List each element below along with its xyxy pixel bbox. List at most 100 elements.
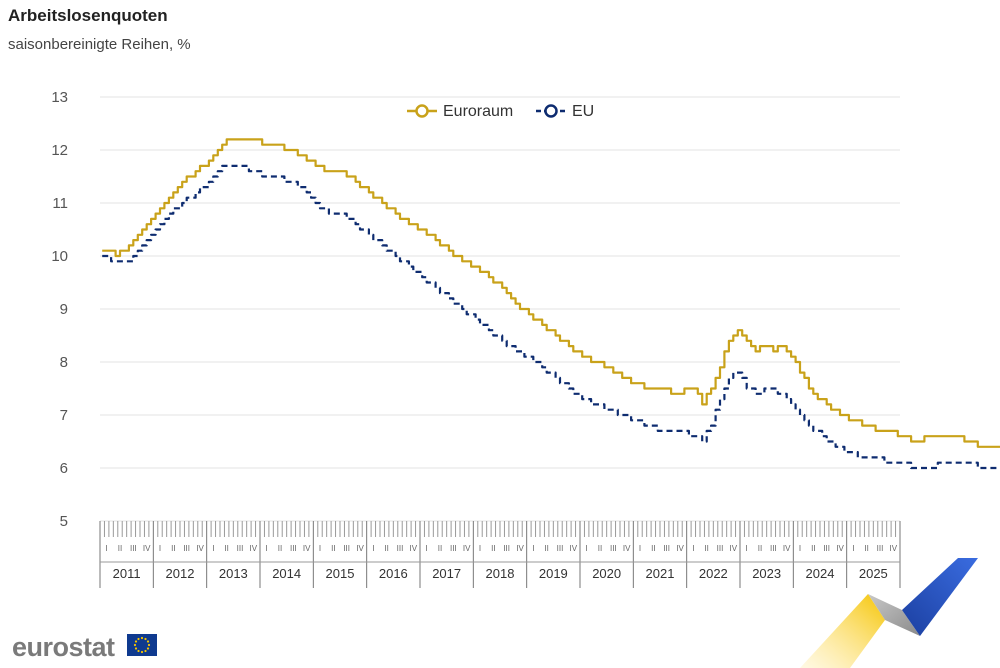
- quarter-label: II: [224, 544, 228, 553]
- legend-marker-euroraum: [415, 104, 429, 118]
- year-label: 2013: [219, 566, 248, 581]
- quarter-label: IV: [623, 544, 631, 553]
- quarter-label: III: [557, 544, 564, 553]
- y-axis-ticks: 5 6 7 8 9 10 11 12 13: [51, 89, 68, 530]
- quarter-label: IV: [890, 544, 898, 553]
- y-tick-label: 9: [60, 301, 68, 318]
- y-tick-label: 12: [51, 142, 68, 159]
- year-label: 2011: [113, 566, 141, 581]
- quarter-label: II: [758, 544, 762, 553]
- y-tick-label: 5: [60, 513, 68, 530]
- quarter-label: II: [651, 544, 655, 553]
- year-label: 2021: [646, 566, 675, 581]
- quarter-label: I: [212, 544, 214, 553]
- year-label: 2020: [592, 566, 621, 581]
- legend-label-euroraum: Euroraum: [443, 103, 513, 120]
- chart-subtitle: saisonbereinigte Reihen, %: [8, 36, 191, 53]
- quarter-label: III: [663, 544, 670, 553]
- quarter-label: III: [130, 544, 137, 553]
- quarter-label: II: [118, 544, 122, 553]
- quarter-label: I: [746, 544, 748, 553]
- quarter-label: I: [106, 544, 108, 553]
- quarter-label: III: [877, 544, 884, 553]
- quarter-label: III: [343, 544, 350, 553]
- quarter-label: IV: [303, 544, 311, 553]
- quarter-label: III: [237, 544, 244, 553]
- series-line-eu[interactable]: [102, 164, 1000, 479]
- quarter-label: IV: [676, 544, 684, 553]
- quarter-label: II: [811, 544, 815, 553]
- quarter-label: II: [384, 544, 388, 553]
- quarter-label: II: [598, 544, 602, 553]
- quarter-label: I: [479, 544, 481, 553]
- quarter-label: I: [266, 544, 268, 553]
- quarter-label: I: [426, 544, 428, 553]
- quarter-label: IV: [836, 544, 844, 553]
- quarter-label: I: [319, 544, 321, 553]
- year-label: 2022: [699, 566, 728, 581]
- chart-title: Arbeitslosenquoten: [8, 6, 168, 25]
- quarter-label: I: [799, 544, 801, 553]
- quarter-label: II: [864, 544, 868, 553]
- quarter-label: I: [852, 544, 854, 553]
- quarter-label: III: [823, 544, 830, 553]
- quarter-label: IV: [463, 544, 471, 553]
- quarter-label: I: [586, 544, 588, 553]
- y-tick-label: 6: [60, 460, 68, 477]
- year-label: 2012: [166, 566, 195, 581]
- quarter-label: IV: [356, 544, 364, 553]
- quarter-label: III: [503, 544, 510, 553]
- quarter-label: II: [544, 544, 548, 553]
- year-label: 2015: [326, 566, 355, 581]
- year-label: 2017: [432, 566, 461, 581]
- quarter-label: III: [610, 544, 617, 553]
- quarter-label: II: [438, 544, 442, 553]
- quarter-label: III: [183, 544, 190, 553]
- legend-marker-eu: [544, 104, 558, 118]
- quarter-label: II: [278, 544, 282, 553]
- quarter-label: I: [159, 544, 161, 553]
- legend-label-eu: EU: [572, 103, 594, 120]
- year-label: 2023: [752, 566, 781, 581]
- y-tick-label: 13: [51, 89, 68, 106]
- quarter-label: IV: [570, 544, 578, 553]
- quarter-label: III: [717, 544, 724, 553]
- quarter-label: IV: [250, 544, 258, 553]
- quarter-label: III: [290, 544, 297, 553]
- y-tick-label: 11: [52, 195, 68, 212]
- quarter-label: II: [704, 544, 708, 553]
- quarter-label: IV: [143, 544, 151, 553]
- y-tick-label: 7: [60, 407, 68, 424]
- quarter-label: III: [770, 544, 777, 553]
- eu-flag-icon: [127, 634, 157, 656]
- series-lines: [102, 138, 1000, 479]
- year-label: 2024: [806, 566, 835, 581]
- series-line-euroraum[interactable]: [102, 138, 1000, 457]
- y-tick-label: 10: [51, 248, 68, 265]
- quarter-label: I: [692, 544, 694, 553]
- quarter-label: IV: [410, 544, 418, 553]
- quarter-label: II: [331, 544, 335, 553]
- year-label: 2016: [379, 566, 408, 581]
- quarter-label: III: [397, 544, 404, 553]
- gridlines: [100, 96, 900, 522]
- quarter-label: II: [491, 544, 495, 553]
- quarter-label: I: [372, 544, 374, 553]
- quarter-label: IV: [730, 544, 738, 553]
- quarter-label: IV: [196, 544, 204, 553]
- year-label: 2025: [859, 566, 888, 581]
- quarter-label: IV: [783, 544, 791, 553]
- quarter-label: II: [171, 544, 175, 553]
- legend[interactable]: Euroraum EU: [407, 103, 594, 120]
- eurostat-logo: eurostat: [12, 632, 115, 662]
- eurostat-swoosh-decoration: [800, 558, 978, 668]
- year-label: 2019: [539, 566, 568, 581]
- quarter-label: IV: [516, 544, 524, 553]
- year-label: 2014: [272, 566, 301, 581]
- y-tick-label: 8: [60, 354, 68, 371]
- quarter-label: I: [532, 544, 534, 553]
- year-label: 2018: [486, 566, 515, 581]
- quarter-label: I: [639, 544, 641, 553]
